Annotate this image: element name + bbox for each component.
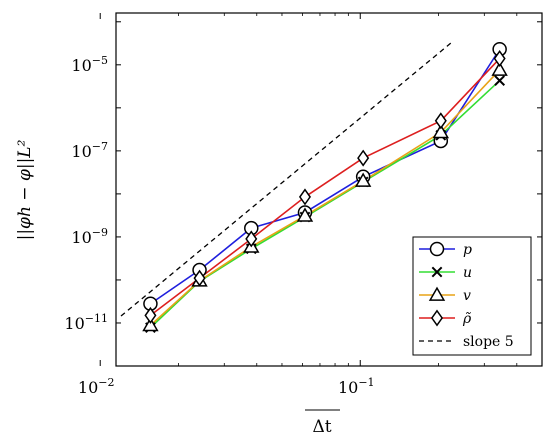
- y-axis-label-text: ||φh − φ||L²: [15, 139, 35, 240]
- series-layer: [120, 41, 508, 333]
- data-point-3-5: [434, 112, 447, 130]
- legend-marker-1: [431, 266, 443, 278]
- plot-area-frame: [115, 12, 543, 367]
- data-point-2-5: [432, 123, 450, 139]
- y-tick-label: 10−7: [71, 140, 108, 161]
- data-point-1-6: [494, 75, 506, 86]
- x-axis-ticks: 10−2 10−1: [78, 13, 518, 397]
- data-point-2-6: [491, 61, 508, 76]
- legend-marker-2: [428, 286, 446, 301]
- data-point-3-4: [357, 149, 370, 167]
- legend-label-3: ρ̃: [462, 311, 472, 327]
- legend-label-1: u: [463, 265, 472, 281]
- y-tick-label: 10−9: [71, 226, 108, 247]
- data-point-3-6: [493, 50, 506, 68]
- y-tick-label: 10−11: [64, 312, 108, 333]
- legend-box: [412, 236, 532, 356]
- data-point-2-0: [142, 316, 159, 332]
- x-axis-label-text: Δt: [312, 417, 331, 437]
- legend-label-4: slope 5: [463, 334, 514, 350]
- x-axis-label: Δt: [305, 409, 340, 437]
- x-tick-label: 10−1: [338, 376, 375, 397]
- data-point-2-3: [296, 207, 314, 222]
- legend-label-2: v: [463, 288, 471, 304]
- x-tick-label: 10−2: [78, 376, 115, 397]
- data-point-3-2: [245, 230, 258, 248]
- reference-slope-line: [120, 41, 452, 317]
- data-point-3-3: [298, 188, 311, 206]
- data-point-3-0: [144, 306, 157, 324]
- data-point-3-1: [193, 269, 206, 287]
- y-axis-ticks: 10−11 10−9 10−7 10−5: [64, 21, 542, 367]
- legend-marker-0: [429, 241, 445, 257]
- data-point-2-4: [354, 172, 372, 187]
- y-axis-label: ||φh − φ||L²: [15, 139, 35, 240]
- legend: puv ρ̃ slope 5: [412, 236, 532, 356]
- legend-label-0: p: [463, 242, 472, 258]
- legend-marker-3: [430, 309, 444, 327]
- y-tick-label: 10−5: [71, 54, 108, 75]
